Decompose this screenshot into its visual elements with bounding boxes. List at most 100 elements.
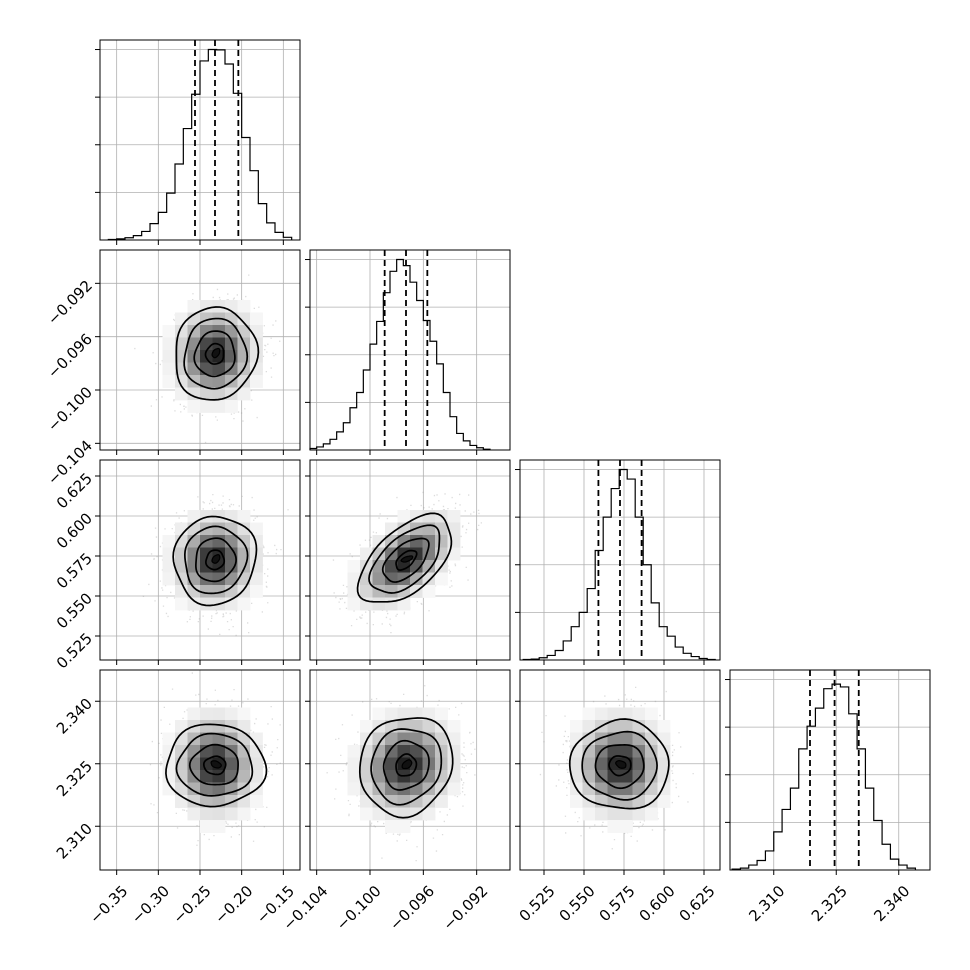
density-bin: [422, 560, 436, 573]
density-bin: [237, 312, 251, 326]
density-bin: [422, 795, 436, 808]
density-bin: [237, 807, 251, 821]
contour-1: [381, 537, 430, 583]
density-bin: [620, 732, 633, 746]
density-bin: [250, 375, 263, 388]
density-bin: [175, 337, 188, 351]
density-bin: [187, 585, 201, 598]
density-bin: [237, 597, 251, 611]
density-bin: [385, 707, 398, 721]
panel-content: [134, 274, 281, 444]
density-bin: [620, 770, 633, 783]
density-bin: [162, 572, 176, 586]
density-bin: [570, 795, 583, 808]
density-bin: [200, 375, 213, 388]
density-bin: [162, 350, 176, 363]
density-bin: [360, 720, 373, 733]
density-bin: [595, 782, 608, 796]
density-bin: [162, 325, 176, 338]
y-tick-label: 0.600: [53, 509, 96, 552]
density-bin: [372, 795, 386, 808]
density-bin: [422, 707, 436, 721]
density-bin: [360, 757, 373, 771]
density-bin: [200, 757, 213, 771]
histogram-step: [107, 48, 293, 241]
hist-panel-2: [515, 459, 721, 665]
density-bin: [360, 795, 373, 808]
density-bin: [360, 585, 373, 598]
density-bin: [237, 510, 251, 523]
density-bin: [225, 757, 238, 771]
density-bin: [250, 745, 263, 758]
density-bin: [372, 770, 386, 783]
density-bin: [595, 707, 608, 721]
density-bin: [212, 535, 226, 548]
density-bin: [175, 782, 188, 796]
density-bin: [582, 720, 596, 733]
x-tick-label: −0.20: [211, 882, 256, 927]
density-bin: [175, 720, 188, 733]
contour-core: [400, 555, 414, 563]
panel-frame: [309, 249, 511, 451]
density-bin: [595, 757, 608, 771]
density-bin: [632, 757, 646, 771]
density-bin: [582, 807, 596, 821]
density-bin: [200, 547, 213, 561]
density-bin: [422, 572, 436, 586]
density-bin: [237, 547, 251, 561]
density-bin: [595, 732, 608, 746]
density-bin: [212, 522, 226, 536]
density-bin: [570, 732, 583, 746]
density-bin: [347, 597, 361, 611]
density-bin: [187, 745, 201, 758]
density-bin: [435, 535, 448, 548]
density-bin: [225, 400, 238, 413]
density-bin: [385, 597, 398, 611]
density-bin: [212, 375, 226, 388]
density-bin: [570, 720, 583, 733]
histogram-step: [731, 683, 917, 870]
density-bin: [385, 572, 398, 586]
density-bin: [422, 770, 436, 783]
density-bin: [385, 757, 398, 771]
density-bin: [607, 807, 621, 821]
density-bin: [360, 807, 373, 821]
contour-1: [382, 739, 430, 791]
density-bin: [250, 350, 263, 363]
density-bin: [347, 745, 361, 758]
density-bin: [250, 312, 263, 326]
contour-3: [568, 718, 670, 810]
y-tick-label: 2.310: [53, 820, 96, 863]
density-bin: [347, 757, 361, 771]
density-bin: [435, 572, 448, 586]
scatter-panel-2-3: [515, 669, 721, 875]
density-bin: [657, 757, 671, 771]
density-bin: [212, 745, 226, 758]
hist-panel-0: [95, 39, 301, 245]
panel-frame: [519, 459, 721, 661]
panel-content: [332, 491, 482, 634]
y-tick-label: 0.525: [53, 629, 96, 672]
density-bin: [422, 807, 436, 821]
density-bin: [385, 585, 398, 598]
density-bin: [212, 400, 226, 413]
density-bin: [632, 707, 646, 721]
density-bin: [225, 585, 238, 598]
y-tick-label: 0.550: [53, 589, 96, 632]
contour-1: [195, 537, 237, 583]
density-bin: [175, 745, 188, 758]
density-bin: [347, 572, 361, 586]
panel-frame: [99, 249, 301, 451]
density-bin: [372, 547, 386, 561]
density-bin: [397, 820, 411, 833]
density-bin: [225, 560, 238, 573]
contour-0: [202, 755, 227, 776]
density-bin: [645, 770, 658, 783]
density-bin: [372, 807, 386, 821]
density-bin: [225, 337, 238, 351]
panel-frame: [99, 39, 301, 241]
density-bin: [237, 707, 251, 721]
histogram-step: [522, 468, 716, 661]
density-bin: [250, 585, 263, 598]
